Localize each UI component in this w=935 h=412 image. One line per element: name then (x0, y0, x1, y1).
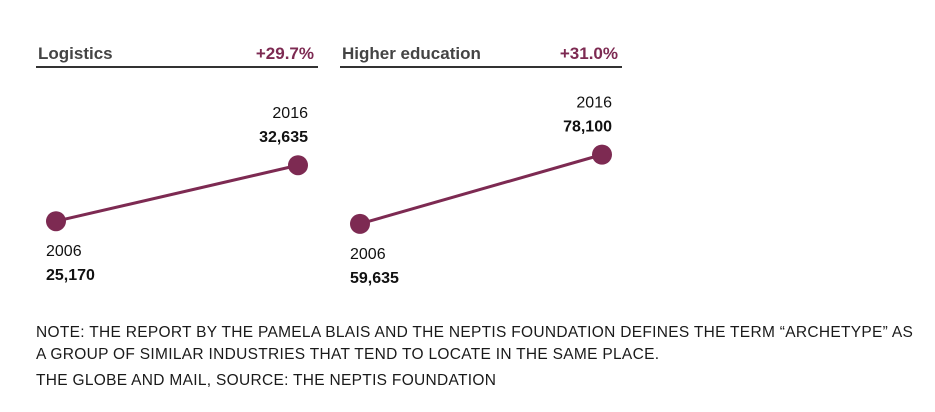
percent-change: +31.0% (559, 44, 618, 63)
higher-education-chart: 2006 59,635 2016 78,100 (350, 95, 612, 287)
year-label: 2016 (576, 95, 612, 112)
value-label: 32,635 (259, 129, 308, 146)
logistics-chart: 2006 25,170 2016 32,635 (46, 105, 308, 284)
value-label: 78,100 (563, 119, 612, 136)
panel-header: Higher education +31.0% (340, 40, 622, 68)
data-point (288, 155, 308, 176)
panel-header: Logistics +29.7% (36, 40, 318, 68)
chart-note: NOTE: THE REPORT BY THE PAMELA BLAIS AND… (36, 324, 914, 363)
year-label: 2016 (272, 105, 308, 122)
value-label: 59,635 (350, 270, 399, 287)
data-point (350, 213, 370, 234)
percent-change: +29.7% (255, 44, 314, 63)
logistics-panel: Logistics +29.7% 2006 25,170 2016 32,635 (36, 40, 318, 284)
value-label: 25,170 (46, 267, 95, 284)
year-label: 2006 (350, 246, 386, 263)
panel-title: Logistics (38, 44, 113, 63)
series-line (359, 153, 603, 226)
chart-source: THE GLOBE AND MAIL, SOURCE: THE NEPTIS F… (36, 372, 497, 389)
year-label: 2006 (46, 243, 82, 260)
data-point (46, 211, 66, 232)
data-point (592, 144, 612, 165)
higher-education-panel: Higher education +31.0% 2006 59,635 2016 78… (340, 40, 622, 287)
series-line (55, 163, 299, 223)
panel-title: Higher education (342, 44, 481, 63)
